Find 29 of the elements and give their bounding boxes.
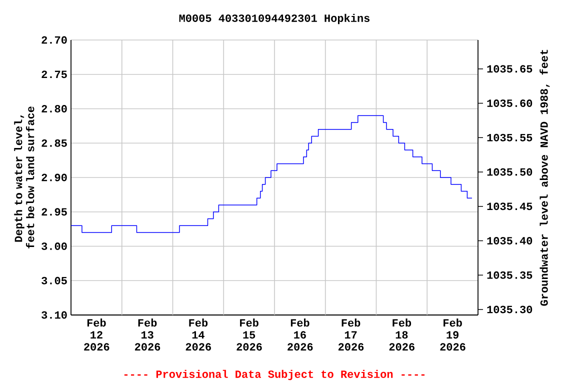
text: ---- Provisional Data Subject to Revision ---- [124, 370, 425, 380]
y-tick-label: 2.90 [42, 174, 67, 182]
y2-tick-label: 1035.60 [487, 100, 532, 107]
y2-tick-label: 1035.35 [487, 271, 532, 279]
y-tick-label: 2.70 [42, 36, 67, 44]
x-tick-label: Feb 18 2026 [389, 318, 414, 351]
y2-tick-label: 1035.65 [487, 65, 532, 73]
y-tick-label: 2.95 [42, 208, 67, 216]
y-tick-label: 3.05 [42, 276, 67, 284]
x-tick-label: Feb 12 2026 [84, 318, 110, 351]
y2-tick-label: 1035.30 [487, 306, 532, 314]
y-tick-label: 3.10 [42, 311, 67, 319]
x-tick-label: Feb 13 2026 [134, 318, 160, 351]
y-tick-label: 3.00 [42, 242, 67, 250]
x-tick-label: Feb 15 2026 [236, 318, 262, 351]
y-tick-label: 2.85 [42, 139, 67, 147]
y-axis-title: Depth to water level, feet below land surface [14, 106, 34, 248]
y2-axis-title: Groundwater level above NAVD 1988, feet [540, 50, 550, 306]
x-tick-label: Feb 17 2026 [338, 318, 364, 351]
x-tick-label: Feb 14 2026 [186, 318, 211, 351]
y2-tick-label: 1035.50 [487, 168, 532, 176]
x-tick-label: Feb 16 2026 [288, 318, 313, 351]
y2-tick-label: 1035.55 [487, 134, 532, 142]
y-tick-label: 2.75 [42, 70, 67, 78]
chart-title: M0005 403301094492301 Hopkins [179, 14, 370, 24]
y2-tick-label: 1035.40 [487, 237, 532, 244]
y2-tick-label: 1035.45 [487, 202, 532, 210]
y-tick-label: 2.80 [42, 105, 67, 112]
x-tick-label: Feb 19 2026 [440, 318, 466, 351]
